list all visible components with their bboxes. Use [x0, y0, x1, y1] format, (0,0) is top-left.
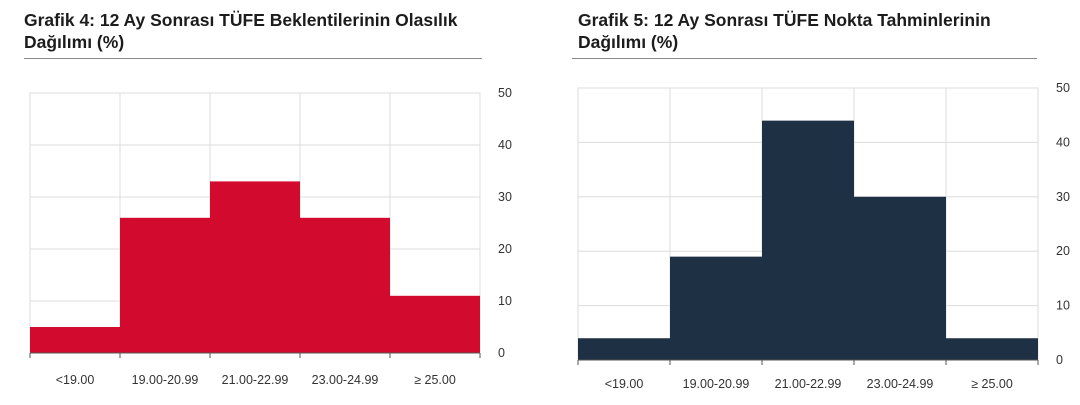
x-category-label: <19.00 — [605, 377, 644, 391]
x-category-label: ≥ 25.00 — [414, 373, 456, 387]
title-divider — [24, 58, 482, 59]
y-tick-label: 50 — [1056, 81, 1070, 95]
y-tick-label: 30 — [1056, 190, 1070, 204]
bar — [762, 120, 854, 360]
bar — [390, 295, 480, 353]
histogram-plot: 0 10 20 30 40 50 <19.00 19.00-20.99 21.00-22.99 2… — [29, 86, 512, 387]
x-category-label: ≥ 25.00 — [971, 377, 1013, 391]
y-tick-label: 50 — [498, 86, 512, 100]
chart-title: Grafik 5: 12 Ay Sonrası TÜFE Nokta Tahmi… — [578, 10, 991, 52]
y-tick-label: 10 — [1056, 299, 1070, 313]
x-category-label: 19.00-20.99 — [683, 377, 750, 391]
bar — [946, 338, 1038, 360]
chart-title: Grafik 4: 12 Ay Sonrası TÜFE Beklentiler… — [24, 10, 458, 52]
chart-panel-grafik-5: Grafik 5: 12 Ay Sonrası TÜFE Nokta Tahmi… — [555, 0, 1080, 405]
y-tick-label: 10 — [498, 294, 512, 308]
x-category-label: 19.00-20.99 — [132, 373, 199, 387]
bar — [578, 338, 670, 360]
chart-panel-grafik-4: Grafik 4: 12 Ay Sonrası TÜFE Beklentiler… — [0, 0, 530, 405]
title-divider — [572, 58, 1037, 59]
x-category-label: 23.00-24.99 — [867, 377, 934, 391]
bar — [854, 196, 946, 360]
x-category-label: <19.00 — [56, 373, 95, 387]
bar — [300, 217, 390, 353]
y-tick-label: 20 — [1056, 244, 1070, 258]
y-tick-label: 30 — [498, 190, 512, 204]
y-tick-label: 40 — [1056, 135, 1070, 149]
bar — [210, 181, 300, 353]
x-category-label: 23.00-24.99 — [312, 373, 379, 387]
x-category-label: 21.00-22.99 — [222, 373, 289, 387]
y-tick-label: 40 — [498, 138, 512, 152]
bar — [30, 327, 120, 353]
y-tick-label: 0 — [1056, 353, 1063, 367]
histogram-plot: 0 10 20 30 40 50 <19.00 19.00-20.99 21.00-22.99 2… — [577, 81, 1070, 391]
y-tick-label: 0 — [498, 346, 505, 360]
bar — [670, 256, 762, 360]
y-tick-label: 20 — [498, 242, 512, 256]
bar — [120, 217, 210, 353]
x-category-label: 21.00-22.99 — [775, 377, 842, 391]
